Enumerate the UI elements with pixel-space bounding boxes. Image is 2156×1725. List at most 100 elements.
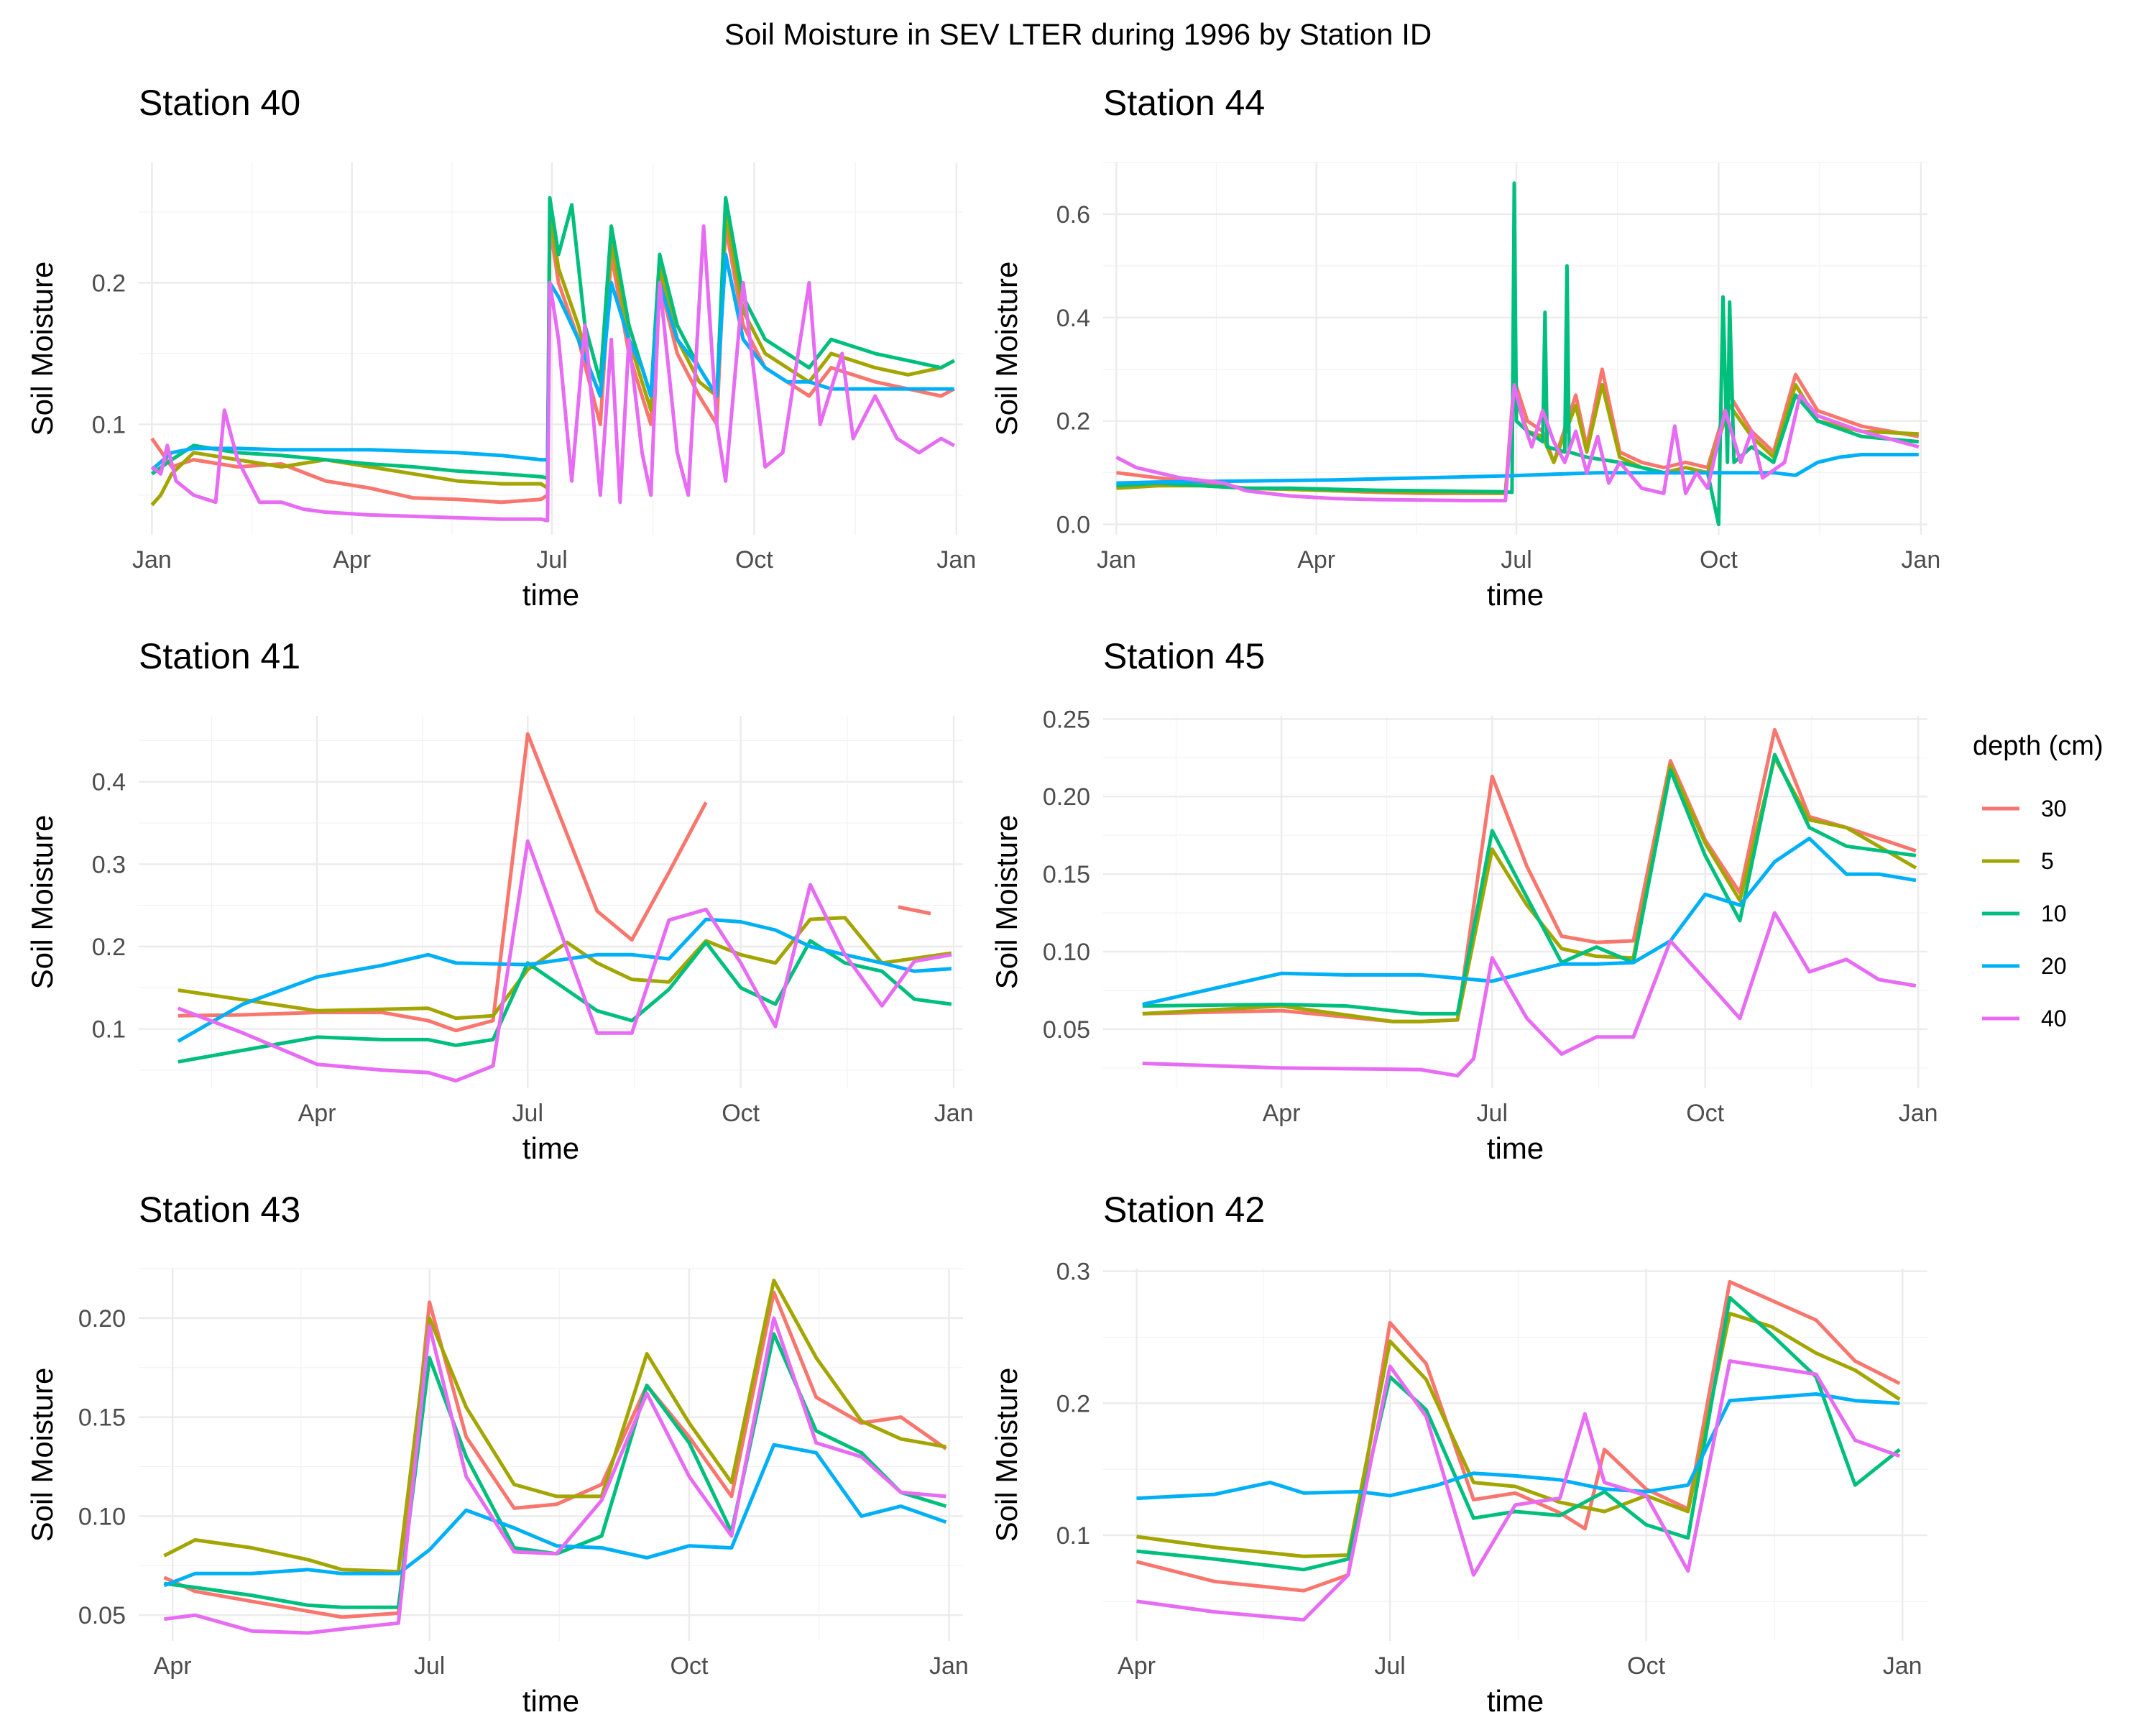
x-tick-label: Jul: [414, 1652, 445, 1680]
panel-title: Station 43: [139, 1190, 300, 1230]
x-tick-label: Apr: [1118, 1652, 1156, 1680]
y-tick-label: 0.05: [1043, 1016, 1090, 1044]
panel-title: Station 45: [1103, 636, 1265, 676]
x-tick-label: Jul: [536, 546, 567, 574]
x-tick-label: Oct: [1686, 1100, 1724, 1127]
y-tick-label: 0.10: [1043, 939, 1090, 966]
y-tick-label: 0.25: [1043, 706, 1090, 733]
series-line-depth-5: [178, 916, 952, 1021]
y-tick-label: 0.2: [92, 934, 126, 961]
station-panels: Jan Apr Jul Oct Jan 0.1 0.2 Station 40 time Soil …: [25, 83, 1940, 1718]
x-tick-label: Jan: [1883, 1652, 1922, 1680]
legend-entry-5: 5: [1982, 848, 2054, 874]
y-tick-label: 0.15: [78, 1404, 126, 1432]
y-tick-label: 0.3: [1056, 1259, 1090, 1286]
series-line-depth-10: [150, 196, 955, 480]
x-tick-label: Jan: [929, 1652, 969, 1680]
series-line-depth-20: [1116, 453, 1919, 485]
series-line-depth-5: [163, 1279, 946, 1574]
x-tick-label: Apr: [298, 1100, 336, 1127]
panel-station-44: Jan Apr Jul Oct Jan 0.0 0.2 0.4 0.6 Station 44 tim…: [990, 83, 1940, 612]
y-tick-label: 0.1: [1056, 1522, 1090, 1550]
x-tick-label: Oct: [671, 1652, 709, 1680]
series-line-depth-5: [1136, 1312, 1901, 1558]
series-line-depth-10: [1116, 181, 1920, 527]
series-line-depth-30-segment: [898, 905, 931, 916]
y-axis-label: Soil Moisture: [990, 815, 1023, 990]
x-tick-label: Jul: [512, 1100, 543, 1127]
legend-entry-10: 10: [1982, 901, 2067, 926]
y-axis-label: Soil Moisture: [990, 262, 1023, 436]
legend-label: 20: [2041, 953, 2067, 979]
panel-title: Station 44: [1103, 83, 1265, 123]
series-line-depth-40: [164, 1316, 946, 1635]
x-tick-label: Oct: [1627, 1652, 1665, 1680]
legend-label: 10: [2041, 901, 2067, 926]
x-tick-label: Jul: [1477, 1100, 1508, 1127]
x-tick-label: Apr: [1263, 1100, 1301, 1127]
x-axis-label: time: [522, 578, 579, 612]
x-tick-label: Oct: [722, 1100, 760, 1127]
y-tick-label: 0.2: [92, 270, 126, 297]
x-tick-label: Jan: [1901, 546, 1940, 574]
y-tick-label: 0.10: [78, 1503, 126, 1530]
series-line-depth-10: [1136, 1295, 1901, 1572]
x-tick-label: Apr: [333, 546, 371, 574]
y-tick-label: 0.05: [78, 1602, 126, 1629]
x-tick-label: Jan: [936, 546, 976, 574]
series-line-depth-20: [150, 252, 954, 472]
y-axis-label: Soil Moisture: [990, 1368, 1023, 1542]
y-tick-label: 0.15: [1043, 861, 1090, 888]
legend-label: 30: [2041, 796, 2067, 822]
series-line-depth-40: [1142, 911, 1917, 1078]
x-tick-label: Jan: [132, 546, 172, 574]
x-tick-label: Oct: [1700, 546, 1738, 574]
x-tick-label: Apr: [1297, 546, 1335, 574]
panel-station-40: Jan Apr Jul Oct Jan 0.1 0.2 Station 40 time Soil …: [25, 83, 976, 612]
legend-entry-30: 30: [1982, 796, 2067, 822]
series-line-depth-30: [178, 732, 708, 1033]
y-tick-label: 0.3: [92, 851, 126, 878]
y-tick-label: 0.6: [1056, 201, 1090, 229]
y-axis-label: Soil Moisture: [25, 1368, 59, 1542]
panel-title: Station 41: [139, 636, 300, 676]
series-line-depth-40: [177, 839, 952, 1083]
series-line-depth-20: [177, 917, 952, 1043]
panel-station-43: Apr Jul Oct Jan 0.05 0.10 0.15 0.20 Station 43 ti…: [25, 1190, 969, 1718]
series-line-depth-40: [1136, 1359, 1901, 1622]
x-axis-label: time: [522, 1131, 579, 1165]
series-line-depth-20: [163, 1443, 947, 1588]
series-line-depth-30: [163, 1290, 947, 1619]
x-tick-label: Apr: [154, 1652, 192, 1680]
panel-station-41: Apr Jul Oct Jan 0.1 0.2 0.3 0.4 Station 41 time So…: [25, 636, 974, 1165]
legend-label: 40: [2041, 1006, 2067, 1031]
panel-title: Station 42: [1103, 1190, 1265, 1230]
y-tick-label: 0.20: [78, 1305, 126, 1333]
y-tick-label: 0.20: [1043, 783, 1090, 811]
legend-entry-40: 40: [1982, 1006, 2067, 1031]
x-tick-label: Jul: [1501, 546, 1531, 574]
series-line-depth-30: [1135, 1279, 1901, 1593]
x-tick-label: Oct: [735, 546, 773, 574]
y-tick-label: 0.4: [1056, 305, 1090, 332]
y-tick-label: 0.2: [1056, 1390, 1090, 1417]
panel-station-42: Apr Jul Oct Jan 0.1 0.2 0.3 Station 42 time Soil …: [990, 1190, 1927, 1718]
legend-entries: 30 5 10 20 40: [1982, 796, 2067, 1031]
x-tick-label: Jan: [934, 1100, 974, 1127]
legend-entry-20: 20: [1982, 953, 2067, 979]
series-line-depth-20: [1142, 837, 1917, 1006]
panel-title: Station 40: [139, 83, 300, 123]
y-tick-label: 0.2: [1056, 408, 1090, 436]
x-axis-label: time: [1487, 578, 1544, 612]
depth-legend: depth (cm) 30 5 10 20 40: [1973, 731, 2104, 1031]
legend-title: depth (cm): [1973, 731, 2104, 761]
series-line-depth-20: [1136, 1392, 1900, 1501]
series-line-depth-30: [150, 224, 955, 505]
series-line-depth-10: [1142, 753, 1917, 1016]
series-line-depth-40: [150, 224, 955, 523]
x-axis-label: time: [1487, 1131, 1544, 1165]
legend-label: 5: [2041, 848, 2054, 874]
panel-station-45: Apr Jul Oct Jan 0.05 0.10 0.15 0.20 0.25 Station …: [990, 636, 1938, 1165]
x-tick-label: Jan: [1899, 1100, 1938, 1127]
